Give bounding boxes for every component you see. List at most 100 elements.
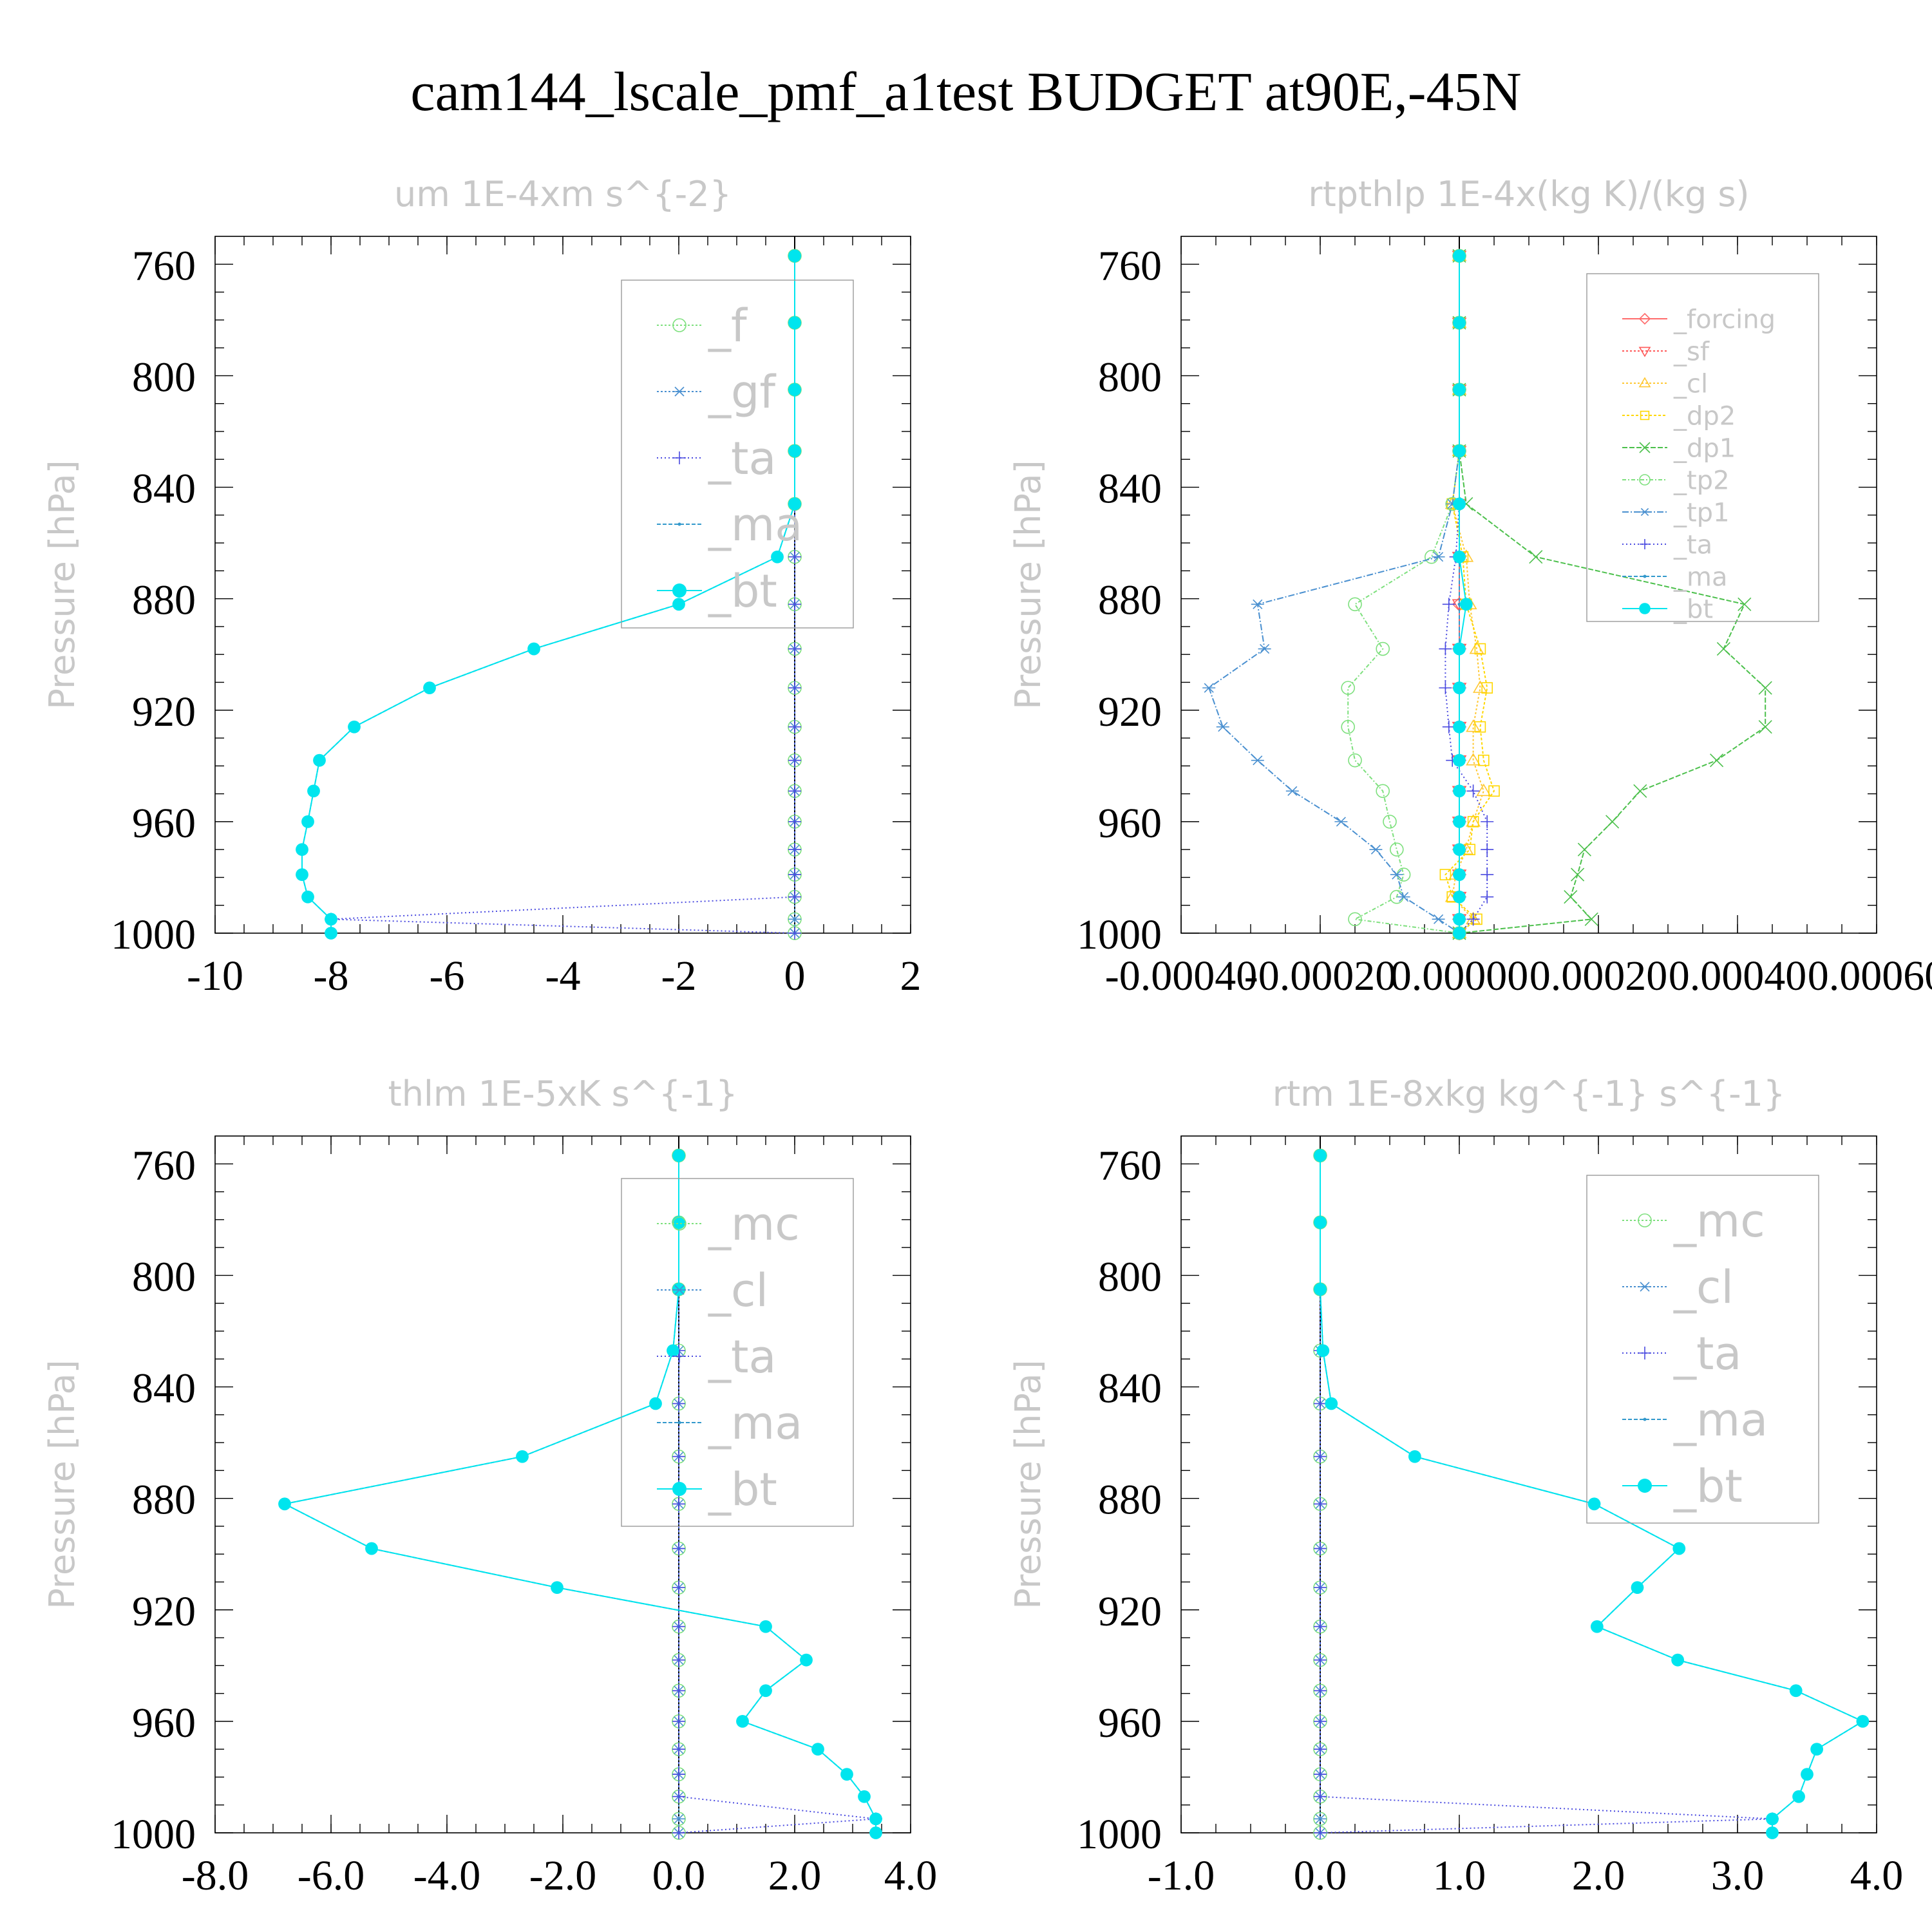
data-point [673,451,686,464]
data-point [1453,815,1466,828]
data-point [1810,1743,1824,1756]
data-point [348,720,361,734]
data-point [1390,842,1404,857]
legend-label: _ma [708,1397,802,1450]
x-tick-label: 0 [784,952,806,999]
data-point [672,318,687,332]
data-point [1453,720,1466,734]
data-point [1453,868,1466,882]
legend-label: _ta [1673,1327,1741,1380]
data-point [1453,550,1466,564]
data-point [1638,1479,1652,1493]
data-point [1383,815,1397,829]
data-point [1314,1283,1327,1296]
data-point [1467,816,1479,828]
x-tick-label: 0.0 [652,1852,706,1899]
data-point [672,1653,685,1667]
data-point [672,1768,685,1781]
chart-title: um 1E-4xm s^{-2} [394,174,732,214]
x-tick-label: -1.0 [1148,1852,1215,1899]
data-point [672,583,687,598]
data-point [1587,1497,1601,1511]
data-point [1348,753,1362,768]
data-point [1459,598,1473,611]
legend-box [1586,273,1819,622]
x-tick-label: -6.0 [298,1852,365,1899]
data-point [551,1581,564,1595]
x-tick-label: 0.00040 [1669,952,1807,999]
data-point [1529,550,1543,564]
data-point [1314,1620,1327,1633]
legend-label: _dp2 [1673,401,1736,431]
x-tick-label: 2.0 [768,1852,822,1899]
page-title: cam144_lscale_pmf_a1test BUDGET at90E,-4… [410,61,1522,122]
data-point [788,316,801,330]
x-tick-label: -4 [545,952,581,999]
data-point [1251,599,1264,609]
data-point [788,753,801,767]
data-point [1453,913,1466,926]
data-point [672,1714,685,1728]
data-point [1325,1397,1338,1410]
y-tick-label: 920 [1098,1588,1162,1635]
data-point [1638,1282,1651,1292]
series-line-ta [1444,256,1488,934]
data-point [672,1149,685,1162]
legend-label: _tp2 [1673,466,1730,495]
data-point [1758,720,1772,734]
data-point [1474,721,1486,733]
data-point [1766,1826,1779,1839]
data-point [1638,312,1651,325]
data-point [672,1814,685,1824]
legend-label: _ma [708,498,802,551]
data-point [1432,552,1445,562]
data-point [1473,680,1488,693]
data-point [1640,539,1650,549]
data-point [1453,890,1466,904]
data-point [672,1216,685,1229]
chart-panel-2: 7608008408809209601000-0.00040-0.000200.… [1008,174,1932,999]
data-point [1638,1347,1651,1359]
data-point [788,550,801,564]
data-point [1453,784,1466,798]
x-tick-label: 4.0 [884,1852,938,1899]
chart-title: rtpthlp 1E-4x(kg K)/(kg s) [1308,174,1749,214]
data-point [1258,643,1271,654]
legend-label: _gf [708,366,776,419]
data-point [1856,1714,1870,1728]
data-point [1314,1581,1327,1595]
y-tick-label: 760 [1098,1142,1162,1189]
data-point [1488,785,1500,797]
legend-label: _cl [1673,369,1708,399]
y-tick-label: 760 [132,242,196,289]
data-point [278,1497,291,1511]
data-point [1314,1684,1327,1698]
data-point [1564,890,1578,904]
x-tick-label: -2.0 [529,1852,596,1899]
x-tick-label: -0.00020 [1244,952,1396,999]
data-point [1590,1620,1604,1633]
data-point [1453,497,1466,511]
series-line-bt [282,1155,876,1833]
y-tick-label: 1000 [111,1811,196,1858]
x-tick-label: 1.0 [1433,1852,1486,1899]
data-point [1453,642,1466,656]
legend-label: _forcing [1673,305,1776,334]
data-point [1481,843,1494,857]
data-point [1442,598,1455,611]
data-point [1638,346,1651,357]
data-point [672,1581,685,1595]
series-line-cl [1452,256,1484,934]
data-point [1577,842,1591,857]
legend-label: _bt [708,565,777,618]
y-tick-label: 840 [1098,466,1162,513]
data-point [1314,1497,1327,1511]
data-point [1314,1397,1327,1410]
data-point [1481,682,1493,694]
data-point [301,890,314,904]
x-tick-label: -8.0 [182,1852,249,1899]
data-point [1285,786,1299,796]
data-point [677,1421,681,1425]
data-point [672,1743,685,1756]
data-point [1341,681,1355,695]
